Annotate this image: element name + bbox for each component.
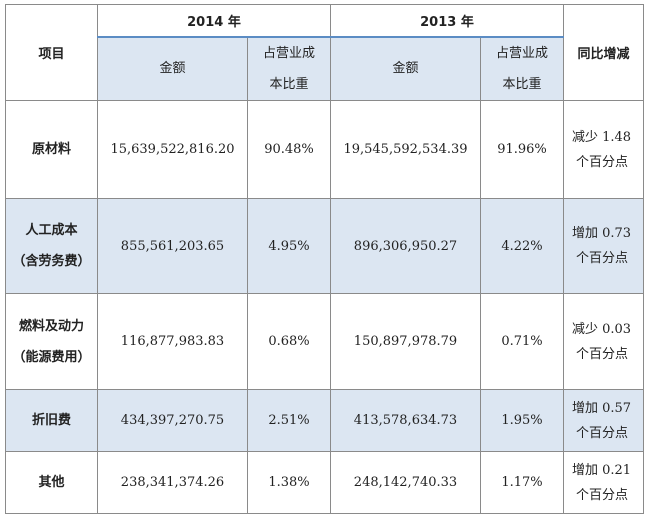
amount-2014-cell: 855,561,203.65 bbox=[97, 198, 248, 294]
change-cell: 减少 1.48 个百分点 bbox=[563, 100, 644, 199]
amount-2014-cell: 434,397,270.75 bbox=[97, 389, 248, 452]
table-row: 人工成本 （含劳务费） 855,561,203.65 4.95% 896,306,… bbox=[5, 198, 644, 294]
table-row: 燃料及动力 （能源费用） 116,877,983.83 0.68% 150,897… bbox=[5, 293, 644, 390]
ratio-2013-cell: 1.95% bbox=[480, 389, 564, 452]
ratio-2013-cell: 91.96% bbox=[480, 100, 564, 199]
change-cell: 增加 0.73 个百分点 bbox=[563, 198, 644, 294]
amount-2014-cell: 238,341,374.26 bbox=[97, 451, 248, 514]
row-label: 其他 bbox=[5, 451, 98, 514]
ratio-2013-header: 占营业成 本比重 bbox=[480, 35, 564, 101]
row-label: 人工成本 （含劳务费） bbox=[5, 198, 98, 294]
row-label: 原材料 bbox=[5, 100, 98, 199]
amount-2013-header: 金额 bbox=[330, 35, 481, 101]
ratio-header-line1: 占营业成 bbox=[262, 45, 315, 61]
amount-2013-cell: 413,578,634.73 bbox=[330, 389, 481, 452]
ratio-header-line1: 占营业成 bbox=[495, 45, 548, 61]
amount-2013-cell: 150,897,978.79 bbox=[330, 293, 481, 390]
change-cell: 减少 0.03 个百分点 bbox=[563, 293, 644, 390]
ratio-2013-cell: 1.17% bbox=[480, 451, 564, 514]
amount-2013-cell: 19,545,592,534.39 bbox=[330, 100, 481, 199]
header-row-years: 项目 2014 年 2013 年 同比增减 bbox=[5, 4, 644, 101]
row-label: 燃料及动力 （能源费用） bbox=[5, 293, 98, 390]
table-row: 原材料 15,639,522,816.20 90.48% 19,545,592,… bbox=[5, 100, 644, 199]
year-2013-header: 2013 年 bbox=[330, 4, 564, 37]
ratio-2013-cell: 0.71% bbox=[480, 293, 564, 390]
ratio-2014-header: 占营业成 本比重 bbox=[247, 35, 331, 101]
cost-breakdown-table: 项目 2014 年 2013 年 同比增减 金额 占营业成 本比重 金额 占营业… bbox=[5, 4, 644, 514]
ratio-2014-cell: 0.68% bbox=[247, 293, 331, 390]
amount-2013-cell: 248,142,740.33 bbox=[330, 451, 481, 514]
amount-2013-cell: 896,306,950.27 bbox=[330, 198, 481, 294]
row-label: 折旧费 bbox=[5, 389, 98, 452]
item-header: 项目 bbox=[5, 4, 98, 101]
ratio-2014-cell: 90.48% bbox=[247, 100, 331, 199]
year-2014-header: 2014 年 bbox=[97, 4, 331, 37]
ratio-2014-cell: 2.51% bbox=[247, 389, 331, 452]
amount-2014-header: 金额 bbox=[97, 35, 248, 101]
change-header: 同比增减 bbox=[563, 4, 644, 101]
ratio-2013-cell: 4.22% bbox=[480, 198, 564, 294]
ratio-header-line2: 本比重 bbox=[502, 76, 542, 92]
ratio-header-line2: 本比重 bbox=[269, 76, 309, 92]
amount-2014-cell: 15,639,522,816.20 bbox=[97, 100, 248, 199]
header-row-columns: 金额 占营业成 本比重 金额 占营业成 本比重 bbox=[6, 35, 644, 101]
ratio-2014-cell: 1.38% bbox=[247, 451, 331, 514]
ratio-2014-cell: 4.95% bbox=[247, 198, 331, 294]
table-row: 折旧费 434,397,270.75 2.51% 413,578,634.73 … bbox=[5, 389, 644, 452]
change-cell: 增加 0.21 个百分点 bbox=[563, 451, 644, 514]
change-cell: 增加 0.57 个百分点 bbox=[563, 389, 644, 452]
table-row: 其他 238,341,374.26 1.38% 248,142,740.33 1… bbox=[5, 451, 644, 514]
amount-2014-cell: 116,877,983.83 bbox=[97, 293, 248, 390]
